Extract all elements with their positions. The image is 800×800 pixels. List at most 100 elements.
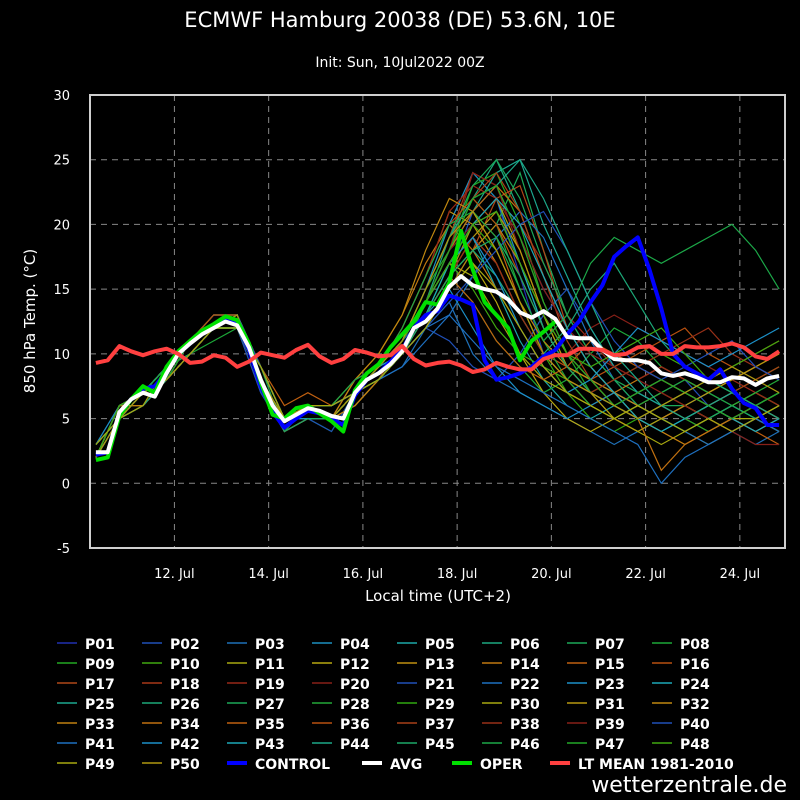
- legend-label: P41: [85, 737, 115, 753]
- legend-item-p11: P11: [227, 657, 285, 673]
- y-tick-label: -5: [57, 542, 70, 557]
- y-tick-label: 30: [53, 89, 70, 104]
- legend-label: P44: [340, 737, 370, 753]
- legend-label: P10: [170, 657, 200, 673]
- legend-item-p20: P20: [312, 677, 370, 693]
- legend-label: P22: [510, 677, 540, 693]
- legend-item-p34: P34: [142, 717, 200, 733]
- y-axis-ticks: -5 0 5 10 15 20 25 30: [53, 89, 70, 557]
- legend-item-p49: P49: [57, 757, 115, 773]
- legend-item-p39: P39: [567, 717, 625, 733]
- legend-label: P20: [340, 677, 370, 693]
- legend-label: P37: [425, 717, 455, 733]
- legend-label: P17: [85, 677, 115, 693]
- y-tick-label: 20: [53, 218, 70, 233]
- y-tick-label: 10: [53, 348, 70, 363]
- legend-item-p08: P08: [652, 637, 710, 653]
- legend-label: P36: [340, 717, 370, 733]
- legend-label: P29: [425, 697, 455, 713]
- legend-item-p14: P14: [482, 657, 540, 673]
- legend-item-p33: P33: [57, 717, 115, 733]
- x-tick-label: 20. Jul: [531, 567, 572, 582]
- legend-label: P21: [425, 677, 455, 693]
- legend-item-p29: P29: [397, 697, 455, 713]
- legend-item-p06: P06: [482, 637, 540, 653]
- legend-item-p23: P23: [567, 677, 625, 693]
- legend-label: P14: [510, 657, 540, 673]
- legend-label: P19: [255, 677, 285, 693]
- legend-item-p25: P25: [57, 697, 115, 713]
- legend-label: P46: [510, 737, 540, 753]
- series-line-avg: [95, 274, 780, 455]
- legend-item-p45: P45: [397, 737, 455, 753]
- legend-item-p36: P36: [312, 717, 370, 733]
- x-tick-label: 16. Jul: [343, 567, 384, 582]
- legend-item-p04: P04: [312, 637, 370, 653]
- legend-item-p13: P13: [397, 657, 455, 673]
- legend-label: P03: [255, 637, 285, 653]
- legend-label: P40: [680, 717, 710, 733]
- legend-item-p22: P22: [482, 677, 540, 693]
- legend-item-p40: P40: [652, 717, 710, 733]
- legend-item-p09: P09: [57, 657, 115, 673]
- legend-label: P07: [595, 637, 625, 653]
- legend-label: P25: [85, 697, 115, 713]
- legend-label: P49: [85, 757, 115, 773]
- legend-label: P48: [680, 737, 710, 753]
- chart-subtitle: Init: Sun, 10Jul2022 00Z: [315, 55, 484, 71]
- legend-label: P13: [425, 657, 455, 673]
- legend-item-p50: P50: [142, 757, 200, 773]
- legend-label: P16: [680, 657, 710, 673]
- legend-item-p05: P05: [397, 637, 455, 653]
- legend-label: P11: [255, 657, 285, 673]
- legend-item-oper: OPER: [452, 757, 523, 773]
- legend-item-lt: LT MEAN 1981-2010: [550, 757, 734, 773]
- legend-item-p12: P12: [312, 657, 370, 673]
- legend-label: P06: [510, 637, 540, 653]
- legend-item-p19: P19: [227, 677, 285, 693]
- legend-label: LT MEAN 1981-2010: [578, 757, 734, 773]
- ensemble-members: [95, 158, 780, 485]
- legend-item-p16: P16: [652, 657, 710, 673]
- legend-label: P02: [170, 637, 200, 653]
- legend-label: P27: [255, 697, 285, 713]
- x-tick-label: 18. Jul: [437, 567, 478, 582]
- legend-label: P26: [170, 697, 200, 713]
- y-tick-label: 0: [62, 477, 70, 492]
- legend-item-p26: P26: [142, 697, 200, 713]
- legend-label: P32: [680, 697, 710, 713]
- legend-label: P39: [595, 717, 625, 733]
- x-tick-label: 12. Jul: [154, 567, 195, 582]
- legend-label: CONTROL: [255, 757, 330, 773]
- member-line-p03: [95, 301, 780, 458]
- legend-item-p15: P15: [567, 657, 625, 673]
- legend-label: P31: [595, 697, 625, 713]
- legend-item-p41: P41: [57, 737, 115, 753]
- legend-label: P45: [425, 737, 455, 753]
- legend-label: P50: [170, 757, 200, 773]
- legend-label: P34: [170, 717, 200, 733]
- legend-item-p44: P44: [312, 737, 370, 753]
- legend-label: OPER: [480, 757, 523, 773]
- legend-item-p48: P48: [652, 737, 710, 753]
- legend-label: P08: [680, 637, 710, 653]
- legend-item-p21: P21: [397, 677, 455, 693]
- x-tick-label: 22. Jul: [625, 567, 666, 582]
- x-axis-label: Local time (UTC+2): [365, 587, 511, 605]
- legend-label: AVG: [390, 757, 422, 773]
- legend-item-avg: AVG: [362, 757, 422, 773]
- y-tick-label: 25: [53, 154, 70, 169]
- chart-title: ECMWF Hamburg 20038 (DE) 53.6N, 10E: [184, 8, 615, 32]
- legend-label: P43: [255, 737, 285, 753]
- legend-item-p38: P38: [482, 717, 540, 733]
- legend-item-p43: P43: [227, 737, 285, 753]
- x-tick-label: 24. Jul: [720, 567, 761, 582]
- legend-item-p07: P07: [567, 637, 625, 653]
- series-line-lt: [95, 341, 781, 374]
- legend-label: P09: [85, 657, 115, 673]
- member-line-p41: [95, 314, 780, 485]
- y-tick-label: 15: [53, 283, 70, 298]
- x-axis-ticks: 12. Jul 14. Jul 16. Jul 18. Jul 20. Jul 22. J…: [154, 567, 760, 582]
- legend-item-p30: P30: [482, 697, 540, 713]
- legend-label: P33: [85, 717, 115, 733]
